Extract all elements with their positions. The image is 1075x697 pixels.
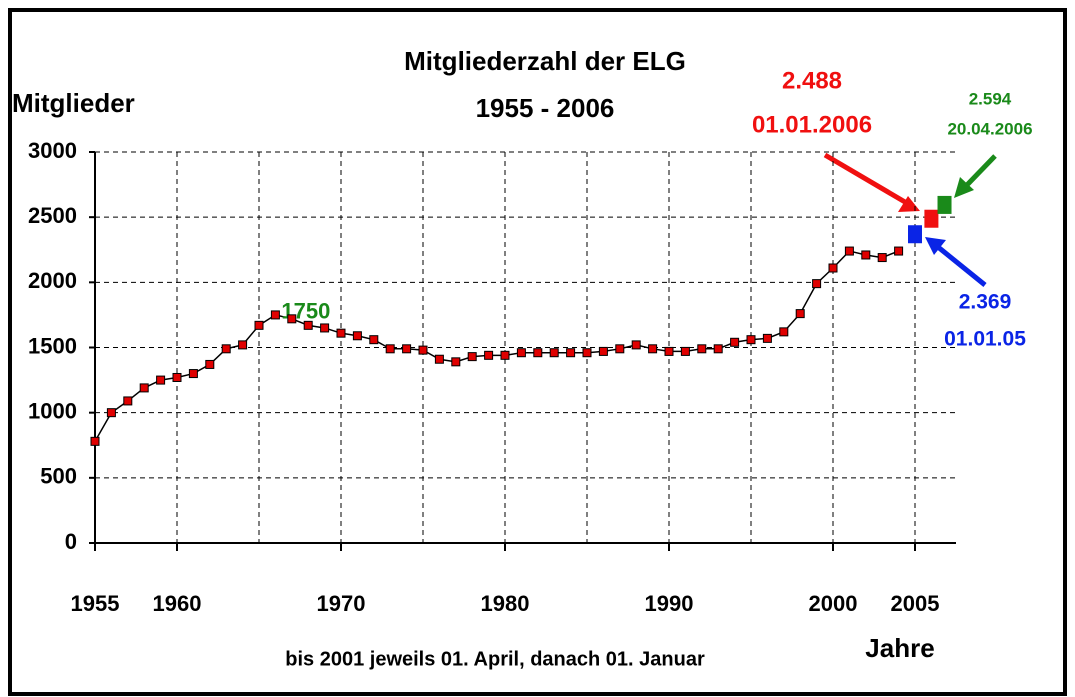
marker	[467, 352, 477, 362]
marker	[287, 314, 297, 324]
y-tick-label: 2000	[28, 268, 77, 293]
x-tick-label: 1960	[153, 591, 202, 616]
highlight-date: 01.01.05	[944, 328, 1026, 351]
chart-subtitle: 1955 - 2006	[476, 93, 615, 123]
highlight-marker	[908, 225, 922, 244]
marker	[369, 335, 379, 345]
marker	[500, 350, 510, 360]
highlight-date: 01.01.2006	[752, 111, 872, 138]
marker	[336, 328, 346, 338]
arrow	[823, 152, 907, 205]
marker	[697, 344, 707, 354]
marker	[812, 279, 822, 289]
marker	[320, 323, 330, 333]
y-tick-label: 1000	[28, 398, 77, 423]
y-tick-label: 3000	[28, 138, 77, 163]
x-tick-label: 1970	[317, 591, 366, 616]
highlight-value-label: 2.488	[782, 67, 842, 94]
arrow-head	[954, 177, 974, 198]
marker	[139, 383, 149, 393]
marker	[270, 310, 280, 320]
marker	[533, 348, 543, 358]
highlight-date: 20.04.2006	[947, 119, 1032, 138]
marker	[156, 375, 166, 385]
marker	[566, 348, 576, 358]
highlight-marker	[937, 195, 952, 214]
marker	[582, 348, 592, 358]
marker	[762, 333, 772, 343]
highlight-value-label: 2.594	[969, 89, 1012, 108]
marker	[451, 357, 461, 367]
x-tick-label: 1990	[645, 591, 694, 616]
marker	[664, 346, 674, 356]
marker	[254, 320, 264, 330]
y-axis-label: Mitglieder	[12, 88, 135, 118]
marker	[680, 346, 690, 356]
x-tick-label: 2005	[891, 591, 940, 616]
highlight-marker	[924, 209, 939, 228]
marker	[238, 340, 248, 350]
marker	[418, 345, 428, 355]
marker	[402, 344, 412, 354]
y-tick-label: 500	[40, 464, 77, 489]
marker	[484, 350, 494, 360]
marker	[90, 436, 100, 446]
marker	[894, 246, 904, 256]
y-tick-label: 1500	[28, 333, 77, 358]
marker	[172, 372, 182, 382]
marker	[598, 346, 608, 356]
arrow	[964, 154, 997, 188]
x-axis-label: Jahre	[865, 633, 934, 663]
marker	[188, 369, 198, 379]
marker	[516, 348, 526, 358]
marker	[205, 359, 215, 369]
y-tick-label: 2500	[28, 203, 77, 228]
marker	[861, 250, 871, 260]
marker	[434, 354, 444, 364]
y-tick-label: 0	[65, 529, 77, 554]
x-tick-label: 2000	[809, 591, 858, 616]
x-tick-label: 1955	[71, 591, 120, 616]
chart-title: Mitgliederzahl der ELG	[404, 46, 686, 76]
marker	[779, 327, 789, 337]
marker	[123, 396, 133, 406]
marker	[648, 344, 658, 354]
x-tick-label: 1980	[481, 591, 530, 616]
marker	[106, 408, 116, 418]
marker	[615, 344, 625, 354]
marker	[385, 344, 395, 354]
marker	[746, 335, 756, 345]
marker	[877, 253, 887, 263]
marker	[549, 348, 559, 358]
arrow-head	[925, 237, 946, 255]
arrow	[936, 245, 987, 287]
marker	[631, 340, 641, 350]
marker	[828, 263, 838, 273]
marker	[352, 331, 362, 341]
highlight-value-label: 2.369	[959, 291, 1012, 314]
note: bis 2001 jeweils 01. April, danach 01. J…	[285, 648, 705, 670]
marker	[795, 309, 805, 319]
marker	[730, 337, 740, 347]
marker	[713, 344, 723, 354]
marker	[221, 344, 231, 354]
marker	[844, 246, 854, 256]
marker	[303, 320, 313, 330]
